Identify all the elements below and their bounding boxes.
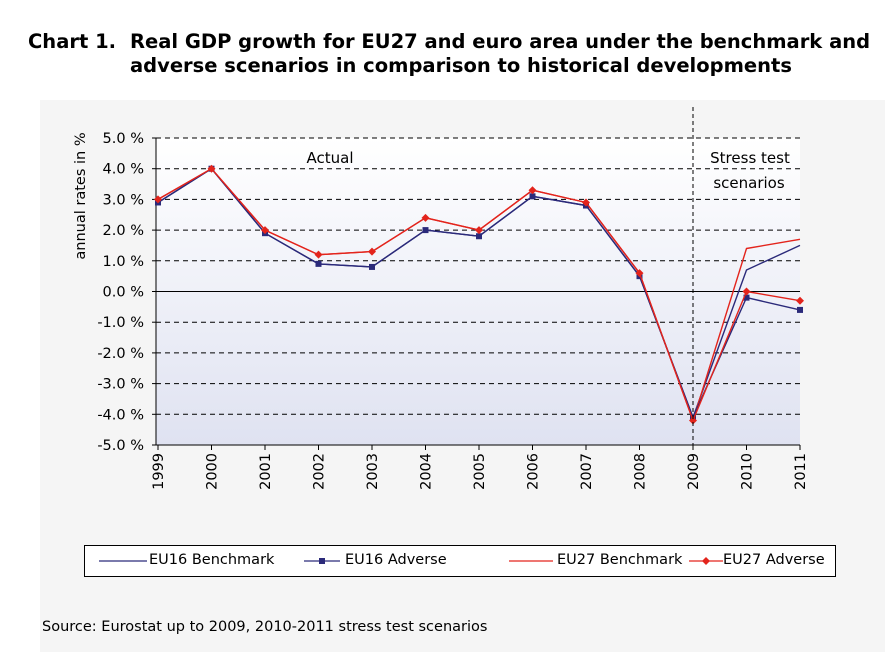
annotations: Actual Stress test scenarios: [307, 107, 790, 445]
point-eu16-adverse: [369, 263, 375, 270]
x-tick-label: 2006: [526, 453, 542, 490]
point-eu16-adverse: [743, 294, 750, 301]
x-tick-label: 2000: [205, 453, 221, 490]
source-note: Source: Eurostat up to 2009, 2010-2011 s…: [42, 619, 488, 635]
point-eu27-adverse: [742, 287, 751, 296]
legend-label: EU16 Adverse: [345, 552, 447, 568]
x-tick-label: 2002: [312, 453, 328, 490]
x-tick-label: 2009: [686, 453, 702, 490]
annotation-stress-test: Stress test: [710, 149, 790, 167]
x-tick-label: 2004: [419, 453, 435, 490]
point-eu27-adverse: [528, 186, 537, 195]
y-tick-label: 1.0 %: [103, 254, 144, 270]
y-tick-label: -4.0 %: [97, 407, 144, 423]
axis-labels: 5.0 % 4.0 % 3.0 % 2.0 % 1.0 % 0.0 % -1.0 % -2.0…: [73, 131, 809, 490]
point-eu27-adverse: [796, 296, 804, 305]
chart-number: Chart 1.: [28, 30, 117, 53]
legend-label: EU27 Benchmark: [557, 552, 683, 568]
y-tick-label: -1.0 %: [97, 315, 144, 331]
point-eu27-adverse: [154, 195, 162, 204]
y-tick-label: -3.0 %: [97, 377, 144, 393]
x-tick-label: 2001: [258, 453, 274, 490]
y-tick-label: 5.0 %: [103, 131, 144, 147]
x-tick-label: 2011: [793, 453, 809, 490]
annotation-actual: Actual: [307, 149, 354, 167]
annotation-scenarios: scenarios: [713, 174, 785, 192]
y-tick-label: 0.0 %: [103, 285, 144, 301]
x-tick-label: 2003: [365, 453, 381, 490]
y-axis-label: annual rates in %: [73, 132, 89, 259]
point-eu16-adverse: [315, 260, 322, 267]
point-eu27-adverse: [207, 164, 216, 173]
chart-title-line2: adverse scenarios in comparison to histo…: [130, 54, 792, 77]
point-eu27-adverse: [421, 213, 430, 222]
y-tick-label: -5.0 %: [97, 438, 144, 454]
y-tick-label: 3.0 %: [103, 192, 144, 208]
point-eu16-adverse: [422, 227, 429, 234]
x-tick-label: 2010: [740, 453, 756, 490]
point-eu16-adverse: [476, 233, 482, 240]
legend-label: EU27 Adverse: [723, 552, 825, 568]
point-eu27-adverse: [475, 226, 483, 235]
y-tick-label: -2.0 %: [97, 346, 144, 362]
point-eu27-adverse: [689, 416, 697, 425]
x-tick-label: 2007: [579, 453, 595, 490]
point-eu27-adverse: [635, 269, 644, 278]
point-eu16-adverse: [529, 193, 536, 200]
point-eu27-adverse: [314, 250, 323, 259]
point-eu27-adverse: [261, 226, 269, 235]
point-eu16-adverse: [797, 306, 803, 313]
x-tick-label: 2005: [472, 453, 488, 490]
legend-label: EU16 Benchmark: [149, 552, 275, 568]
x-tick-label: 1999: [151, 453, 167, 490]
point-eu27-adverse: [368, 247, 376, 256]
chart-title-line1: Real GDP growth for EU27 and euro area u…: [130, 30, 871, 53]
point-eu27-adverse: [582, 198, 590, 207]
x-tick-label: 2008: [633, 453, 649, 490]
legend: EU16 Benchmark EU16 Adverse EU27 Benchma…: [84, 545, 836, 577]
y-tick-label: 2.0 %: [103, 223, 144, 239]
y-tick-label: 4.0 %: [103, 162, 144, 178]
